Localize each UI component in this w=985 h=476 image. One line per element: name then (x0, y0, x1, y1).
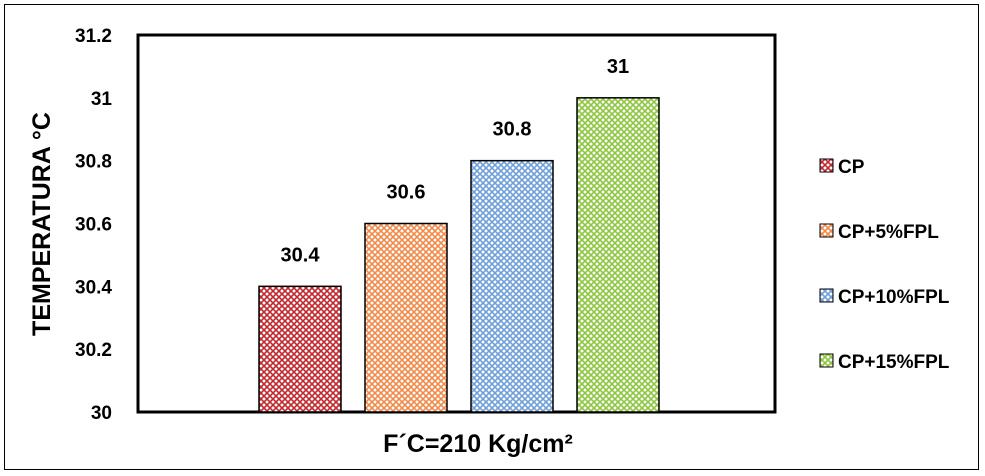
data-label: 30.4 (281, 244, 321, 266)
y-axis-label: TEMPERATURA °C (28, 112, 56, 336)
data-labels: 30.4 30.6 30.8 31 (281, 56, 630, 267)
data-label: 30.8 (493, 119, 532, 141)
y-tick-label: 30.8 (75, 152, 112, 173)
y-tick-label: 31 (91, 89, 113, 110)
legend-label: CP+10%FPL (838, 287, 950, 308)
legend-swatch (819, 223, 834, 238)
bar-4 (576, 97, 660, 413)
y-tick-label: 30.6 (75, 215, 112, 236)
legend: CP CP+5%FPL CP+10%FPL CP+15%FPL (819, 157, 950, 373)
plot-area (136, 33, 777, 414)
y-tick-label: 31.2 (75, 26, 112, 47)
data-label: 30.6 (387, 182, 426, 204)
x-axis-label: F´C=210 Kg/cm² (383, 430, 573, 458)
legend-label: CP+5%FPL (838, 222, 939, 243)
data-label: 31 (607, 56, 629, 78)
bars (258, 97, 660, 413)
y-tick-label: 30.4 (75, 277, 112, 298)
legend-swatch (819, 288, 834, 303)
bar-1 (258, 285, 342, 413)
y-axis-ticks: 30 30.2 30.4 30.6 30.8 31 31.2 (75, 26, 112, 424)
bar-3 (470, 159, 554, 413)
legend-label: CP (838, 157, 865, 178)
legend-swatch (819, 353, 834, 368)
y-tick-label: 30.2 (75, 340, 112, 361)
bar-2 (364, 222, 448, 413)
legend-label: CP+15%FPL (838, 352, 950, 373)
y-tick-label: 30 (91, 403, 112, 424)
legend-swatch (819, 158, 834, 173)
